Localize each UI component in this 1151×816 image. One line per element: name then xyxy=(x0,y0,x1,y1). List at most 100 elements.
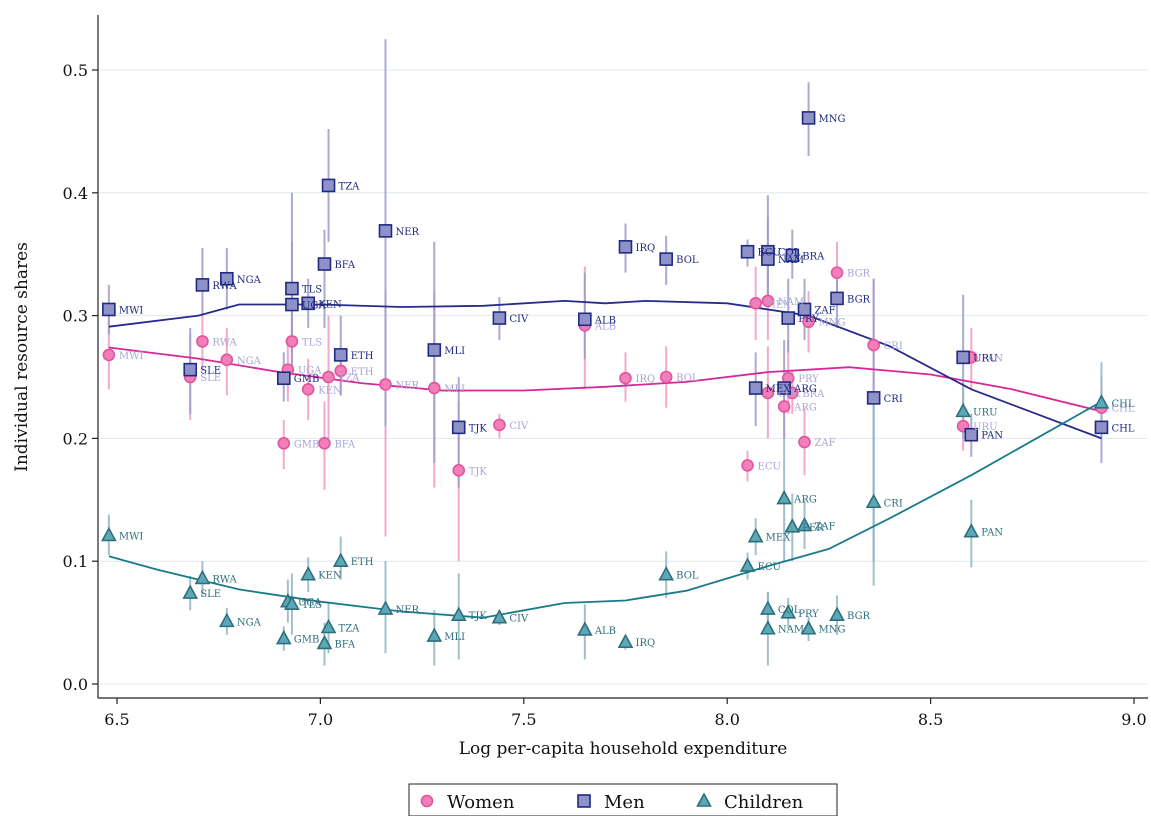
point-men-tjk xyxy=(451,420,466,435)
point-label-women-col: COL xyxy=(778,389,801,400)
x-axis-title: Log per-capita household expenditure xyxy=(459,739,788,759)
point-label-men-bol: BOL xyxy=(676,255,699,266)
point-label-children-gmb: GMB xyxy=(294,635,320,646)
point-children-mex xyxy=(747,527,764,543)
point-label-women-chl: CHL xyxy=(1111,404,1134,415)
point-men-tls xyxy=(285,281,299,296)
point-label-children-per: PER xyxy=(802,523,824,534)
point-children-gmb xyxy=(275,629,292,645)
point-men-ner xyxy=(378,224,393,238)
point-label-women-gmb: GMB xyxy=(294,439,320,450)
point-label-children-tls: TLS xyxy=(302,600,322,611)
point-label-women-bgr: BGR xyxy=(847,269,871,280)
fit-lines xyxy=(108,299,1102,619)
point-children-tjk xyxy=(450,606,467,622)
point-children-uru xyxy=(955,402,971,418)
point-women-rwa xyxy=(196,335,209,348)
point-label-men-arg: ARG xyxy=(793,384,817,395)
point-women-mli xyxy=(428,381,441,395)
point-women-tls xyxy=(285,335,299,348)
point-women-ner xyxy=(379,378,392,391)
point-label-women-zaf: ZAF xyxy=(814,438,835,449)
point-men-nam xyxy=(761,252,775,266)
point-label-children-bol: BOL xyxy=(676,571,699,582)
point-label-men-zaf: ZAF xyxy=(814,305,835,316)
x-tick-label-2: 7.5 xyxy=(511,710,536,729)
point-label-women-mli: MLI xyxy=(444,384,465,395)
y-tick-label-2: 0.2 xyxy=(63,429,88,448)
x-tick-label-5: 9.0 xyxy=(1121,710,1146,729)
point-men-irq xyxy=(618,240,633,254)
point-men-uru xyxy=(956,350,970,365)
legend-label-men: Men xyxy=(604,792,645,813)
point-label-men-bfa: BFA xyxy=(334,260,355,271)
point-label-children-mwi: MWI xyxy=(119,531,144,542)
point-label-men-rwa: RWA xyxy=(212,281,237,292)
point-children-chl xyxy=(1093,394,1110,409)
point-label-children-cri: CRI xyxy=(884,498,903,509)
x-tick-label-4: 8.5 xyxy=(918,710,943,729)
point-label-children-irq: IRQ xyxy=(636,638,656,649)
point-label-children-ken: KEN xyxy=(318,571,342,582)
point-men-sle xyxy=(183,362,198,377)
point-children-mng xyxy=(800,620,817,635)
point-label-men-ner: NER xyxy=(395,227,419,238)
point-women-mex xyxy=(749,297,762,310)
point-label-women-irq: IRQ xyxy=(636,374,656,385)
point-label-children-uru: URU xyxy=(973,407,997,418)
point-children-ner xyxy=(377,600,394,615)
point-label-men-nga: NGA xyxy=(237,275,262,286)
point-women-tjk xyxy=(452,464,466,477)
point-label-women-mex: MEX xyxy=(766,299,792,310)
point-label-children-ecu: ECU xyxy=(758,562,781,573)
point-men-mex xyxy=(748,381,763,395)
axes: 0.0 0.1 0.2 0.3 0.4 0.5 6.5 7.0 7.5 8.0 8.5 9.0 Log … xyxy=(12,15,1148,759)
point-men-civ xyxy=(492,311,507,325)
point-children-alb xyxy=(576,621,593,636)
point-women-nam xyxy=(761,294,775,308)
x-tick-label-3: 8.0 xyxy=(714,710,739,729)
point-label-women-pry: PRY xyxy=(798,374,819,385)
point-men-ken xyxy=(301,296,315,311)
point-label-men-ecu: ECU xyxy=(758,248,781,259)
point-children-eth xyxy=(332,552,349,568)
point-children-col xyxy=(760,600,776,615)
legend-box xyxy=(408,783,838,816)
point-label-children-mex: MEX xyxy=(766,533,792,544)
point-label-men-mwi: MWI xyxy=(119,305,144,316)
point-women-cri xyxy=(867,338,880,352)
point-label-women-uru: URU xyxy=(973,422,997,433)
point-label-children-mli: MLI xyxy=(444,632,465,643)
point-label-men-uru: URU xyxy=(973,353,997,364)
point-men-rwa xyxy=(195,278,210,292)
point-label-men-tjk: TJK xyxy=(469,423,488,434)
point-women-zaf xyxy=(798,435,811,449)
point-label-children-chl: CHL xyxy=(1111,399,1134,410)
point-label-men-mex: MEX xyxy=(766,384,792,395)
point-label-women-arg: ARG xyxy=(793,402,817,413)
point-children-nam xyxy=(760,620,776,635)
point-children-rwa xyxy=(194,569,211,585)
point-children-pan xyxy=(963,523,980,538)
point-label-children-pry: PRY xyxy=(798,609,819,620)
point-women-bfa xyxy=(318,437,331,450)
point-children-mli xyxy=(426,627,443,642)
point-children-bol xyxy=(658,566,675,581)
point-women-eth xyxy=(334,364,348,378)
point-label-men-civ: CIV xyxy=(509,314,529,325)
point-children-arg xyxy=(776,489,792,505)
point-label-men-nam: NAM xyxy=(778,255,804,266)
point-women-mwi xyxy=(102,348,116,362)
point-label-men-cri: CRI xyxy=(884,394,903,405)
point-label-women-tza: TZA xyxy=(339,373,361,384)
point-label-men-pry: PRY xyxy=(798,314,819,325)
point-men-ecu xyxy=(740,244,755,259)
point-label-children-alb: ALB xyxy=(594,626,616,637)
point-label-women-tls: TLS xyxy=(302,337,322,348)
fit-line-children xyxy=(108,400,1102,619)
y-tick-label-0: 0.0 xyxy=(63,675,88,694)
point-women-irq xyxy=(619,371,632,385)
point-men-bra xyxy=(785,248,800,263)
point-label-men-bra: BRA xyxy=(802,251,825,262)
point-men-mwi xyxy=(102,302,116,317)
